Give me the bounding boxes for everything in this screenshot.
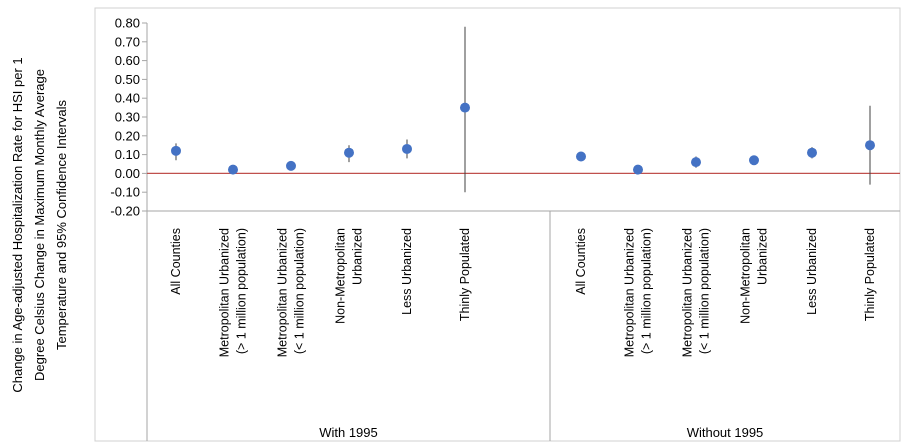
group-label: Without 1995 [687, 425, 764, 440]
category-label: Thinly Populated [863, 228, 877, 321]
data-point [228, 164, 238, 175]
data-point [344, 147, 354, 158]
y-tick-label: 0.60 [115, 53, 140, 68]
group-labels: With 1995 Without 1995 [319, 425, 763, 440]
category-label: Metropolitan Urbanized [218, 228, 232, 357]
y-tick-label: 0.70 [115, 34, 140, 49]
data-point [633, 164, 643, 175]
y-axis-label: Change in Age-adjusted Hospitalization R… [10, 57, 69, 392]
category-label: (< 1 million population) [293, 228, 307, 354]
category-label: Less Urbanized [805, 228, 819, 315]
category-label: Non-Metropolitan [739, 228, 753, 324]
y-tick-label: 0.10 [115, 147, 140, 162]
data-point [691, 157, 701, 168]
data-points [171, 102, 875, 175]
y-axis-label-line: Change in Age-adjusted Hospitalization R… [10, 57, 25, 392]
y-tick-label: 0.80 [115, 16, 140, 31]
y-tick-label: -0.10 [110, 185, 140, 200]
y-tick-label: 0.30 [115, 110, 140, 125]
category-label: (> 1 million population) [640, 228, 654, 354]
y-tick-label: 0.40 [115, 91, 140, 106]
category-label: Metropolitan Urbanized [623, 228, 637, 357]
data-point [807, 147, 817, 158]
group-label: With 1995 [319, 425, 378, 440]
category-label: Metropolitan Urbanized [681, 228, 695, 357]
data-point [171, 145, 181, 156]
y-axis-ticks: 0.80 0.70 0.60 0.50 0.40 0.30 0.20 0.10 0.00 -0.1… [110, 16, 147, 219]
y-tick-label: -0.20 [110, 204, 140, 219]
y-tick-label: 0.00 [115, 166, 140, 181]
category-label: Urbanized [351, 228, 365, 285]
y-tick-label: 0.50 [115, 72, 140, 87]
y-tick-label: 0.20 [115, 128, 140, 143]
data-point [865, 140, 875, 151]
category-label: Metropolitan Urbanized [276, 228, 290, 357]
category-label: (< 1 million population) [698, 228, 712, 354]
data-point [286, 160, 296, 171]
category-label: Thinly Populated [458, 228, 472, 321]
chart-outer-border [94, 7, 901, 442]
plot-frame [94, 7, 901, 442]
category-label: Non-Metropolitan [334, 228, 348, 324]
y-axis-label-line: Degree Celsius Change in Maximum Monthly… [32, 69, 47, 381]
category-label: (> 1 million population) [235, 228, 249, 354]
data-point [402, 143, 412, 154]
y-axis-label-line: Temperature and 95% Confidence Intervals [54, 99, 69, 350]
data-point [749, 155, 759, 166]
category-label: All Counties [574, 228, 588, 295]
category-labels: All Counties Metropolitan Urbanized (> 1 m… [169, 228, 877, 357]
data-point [460, 102, 470, 113]
data-point [576, 151, 586, 162]
category-label: All Counties [169, 228, 183, 295]
category-label: Less Urbanized [400, 228, 414, 315]
category-label: Urbanized [756, 228, 770, 285]
error-bars [175, 26, 871, 193]
